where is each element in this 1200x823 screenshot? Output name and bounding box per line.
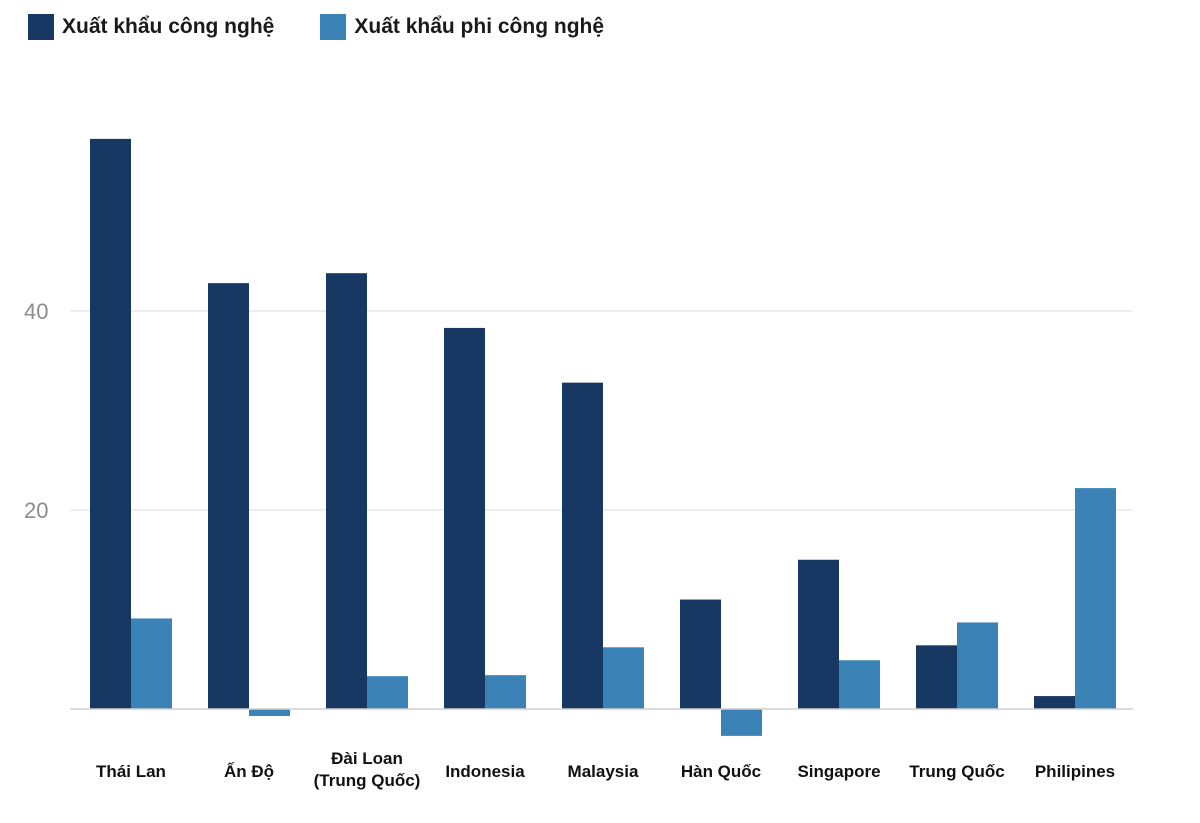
legend: Xuất khẩu công nghệ Xuất khẩu phi công n… bbox=[28, 14, 650, 40]
legend-swatch-nontech bbox=[320, 14, 347, 40]
bar-nontech-8 bbox=[1075, 488, 1116, 709]
legend-item-nontech-exports: Xuất khẩu phi công nghệ bbox=[320, 14, 604, 40]
bar-nontech-2 bbox=[367, 676, 408, 709]
legend-item-tech-exports: Xuất khẩu công nghệ bbox=[28, 14, 274, 40]
legend-swatch-tech bbox=[28, 14, 54, 40]
bar-tech-1 bbox=[208, 283, 249, 709]
bars-layer bbox=[90, 138, 1116, 736]
bar-nontech-6 bbox=[839, 660, 880, 709]
y-tick-label: 20 bbox=[24, 498, 48, 523]
legend-label-nontech: Xuất khẩu phi công nghệ bbox=[354, 15, 605, 38]
category-label: Trung Quốc bbox=[909, 762, 1004, 781]
bar-tech-4 bbox=[562, 382, 603, 709]
category-label: Philipines bbox=[1035, 762, 1115, 781]
bar-nontech-1 bbox=[249, 709, 290, 716]
category-label: Hàn Quốc bbox=[681, 762, 761, 781]
bar-nontech-0 bbox=[131, 618, 172, 709]
bar-tech-2 bbox=[326, 273, 367, 709]
bar-tech-8 bbox=[1034, 696, 1075, 709]
category-label: Indonesia bbox=[445, 762, 525, 781]
bar-nontech-7 bbox=[957, 622, 998, 709]
bar-nontech-4 bbox=[603, 647, 644, 709]
category-label: (Trung Quốc) bbox=[314, 771, 421, 790]
category-label: Singapore bbox=[797, 762, 880, 781]
y-tick-label: 40 bbox=[24, 299, 48, 324]
category-label: Thái Lan bbox=[96, 762, 166, 781]
category-label: Đài Loan bbox=[331, 749, 403, 768]
category-label: Ấn Độ bbox=[224, 762, 274, 781]
category-labels: Thái Lan Ấn Độ Đài Loan (Trung Quốc) Indones… bbox=[96, 749, 1115, 790]
bar-nontech-5 bbox=[721, 709, 762, 736]
bar-tech-0 bbox=[90, 138, 131, 710]
category-label: Malaysia bbox=[568, 762, 639, 781]
legend-label-tech: Xuất khẩu công nghệ bbox=[62, 15, 275, 38]
bar-tech-7 bbox=[916, 645, 957, 709]
bar-nontech-3 bbox=[485, 675, 526, 709]
bar-tech-5 bbox=[680, 599, 721, 709]
bar-tech-6 bbox=[798, 559, 839, 709]
bar-tech-3 bbox=[444, 327, 485, 709]
